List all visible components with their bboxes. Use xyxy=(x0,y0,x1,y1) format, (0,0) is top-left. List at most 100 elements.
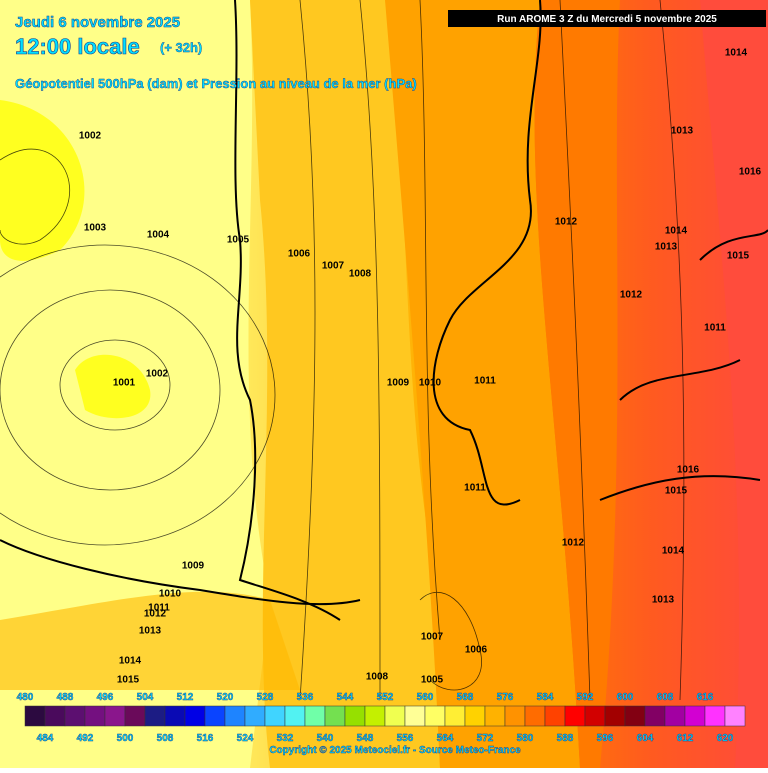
legend-label-bottom: 612 xyxy=(677,733,694,744)
color-swatch xyxy=(124,705,146,727)
forecast-time: 12:00 locale xyxy=(15,34,140,59)
legend-label-bottom: 492 xyxy=(77,733,94,744)
color-swatch xyxy=(724,705,746,727)
forecast-date: Jeudi 6 novembre 2025 xyxy=(15,14,180,31)
color-swatch xyxy=(704,705,726,727)
zone-south xyxy=(0,591,300,690)
isobar-label: 1011 xyxy=(464,483,486,494)
isobar-label: 1009 xyxy=(182,561,205,572)
color-swatch xyxy=(364,705,386,727)
isobar-label: 1012 xyxy=(144,609,167,620)
legend-label-top: 536 xyxy=(297,692,314,703)
isobar-label: 1008 xyxy=(366,672,389,683)
isobar-label: 1013 xyxy=(139,626,162,637)
color-swatch xyxy=(64,705,86,727)
color-swatch xyxy=(524,705,546,727)
color-swatch xyxy=(564,705,586,727)
color-swatch xyxy=(544,705,566,727)
isobar-label: 1011 xyxy=(704,323,726,334)
isobar-label: 1013 xyxy=(655,242,678,253)
zone-584 xyxy=(700,0,768,768)
color-swatch xyxy=(464,705,486,727)
color-swatch xyxy=(84,705,106,727)
color-swatch xyxy=(144,705,166,727)
legend-label-top: 600 xyxy=(617,692,634,703)
color-swatch xyxy=(384,705,406,727)
isobar-label: 1014 xyxy=(725,48,748,59)
legend-label-top: 520 xyxy=(217,692,234,703)
color-swatch xyxy=(304,705,326,727)
legend-label-bottom: 588 xyxy=(557,733,574,744)
color-swatch xyxy=(44,705,66,727)
coastlines xyxy=(0,0,768,621)
legend-label-top: 568 xyxy=(457,692,474,703)
isobar-label: 1016 xyxy=(739,167,762,178)
zone-560 xyxy=(0,100,85,261)
isobar-label: 1015 xyxy=(665,486,688,497)
legend-label-top: 512 xyxy=(177,692,194,703)
zone-560b xyxy=(75,354,151,419)
isobar-label: 1012 xyxy=(555,217,578,228)
isobar-label: 1003 xyxy=(84,223,107,234)
color-swatch xyxy=(624,705,646,727)
legend-label-top: 552 xyxy=(377,692,394,703)
legend-label-top: 480 xyxy=(17,692,34,703)
isobar-label: 1008 xyxy=(349,269,372,280)
isobar-label: 1005 xyxy=(421,675,444,686)
legend-label-top: 576 xyxy=(497,692,514,703)
isobar-label: 1007 xyxy=(322,261,345,272)
run-info: Run AROME 3 Z du Mercredi 5 novembre 202… xyxy=(497,14,717,25)
isobar-label: 1010 xyxy=(159,589,182,600)
color-swatch xyxy=(324,705,346,727)
legend-label-top: 528 xyxy=(257,692,274,703)
isobar-label: 1009 xyxy=(387,378,410,389)
legend-label-bottom: 540 xyxy=(317,733,334,744)
isobar-label: 1014 xyxy=(662,546,685,557)
isobar-label: 1013 xyxy=(652,595,675,606)
color-swatch xyxy=(584,705,606,727)
isobar-label: 1015 xyxy=(727,251,750,262)
isobar-label: 1016 xyxy=(677,465,700,476)
color-swatch xyxy=(344,705,366,727)
isobar-label: 1010 xyxy=(419,378,442,389)
forecast-lead: (+ 32h) xyxy=(160,40,202,55)
legend-label-bottom: 500 xyxy=(117,733,134,744)
color-swatch xyxy=(224,705,246,727)
legend-label-bottom: 548 xyxy=(357,733,374,744)
isobar-label: 1011 xyxy=(148,603,170,614)
legend-label-top: 584 xyxy=(537,692,554,703)
isobar-label: 1006 xyxy=(465,645,488,656)
isobar-label: 1001 xyxy=(113,378,136,389)
legend-label-bottom: 572 xyxy=(477,733,494,744)
isobar-label: 1014 xyxy=(119,656,142,667)
color-swatch xyxy=(444,705,466,727)
map-subtitle: Géopotentiel 500hPa (dam) et Pression au… xyxy=(15,76,417,91)
legend-label-bottom: 508 xyxy=(157,733,174,744)
color-swatch xyxy=(184,705,206,727)
color-swatch xyxy=(684,705,706,727)
color-swatch xyxy=(404,705,426,727)
color-swatch xyxy=(424,705,446,727)
color-swatch xyxy=(504,705,526,727)
isobar-lines xyxy=(0,0,685,701)
legend-label-top: 488 xyxy=(57,692,74,703)
legend-label-top: 504 xyxy=(137,692,154,703)
legend-label-bottom: 604 xyxy=(637,733,654,744)
zone-568 xyxy=(250,0,440,768)
legend-label-bottom: 556 xyxy=(397,733,414,744)
isobar-label: 1013 xyxy=(671,126,694,137)
color-swatch xyxy=(264,705,286,727)
legend-label-bottom: 532 xyxy=(277,733,294,744)
isobar-label: 1014 xyxy=(665,226,688,237)
isobar-label: 1002 xyxy=(79,131,102,142)
isobar-label: 1012 xyxy=(562,538,585,549)
zone-572 xyxy=(385,0,580,768)
legend-label-bottom: 484 xyxy=(37,733,54,744)
color-swatch xyxy=(284,705,306,727)
legend-label-bottom: 516 xyxy=(197,733,214,744)
copyright: Copyright © 2025 Meteociel.fr - Source M… xyxy=(269,745,521,756)
color-swatch xyxy=(164,705,186,727)
legend-label-bottom: 620 xyxy=(717,733,734,744)
legend-label-bottom: 580 xyxy=(517,733,534,744)
legend-label-top: 496 xyxy=(97,692,114,703)
